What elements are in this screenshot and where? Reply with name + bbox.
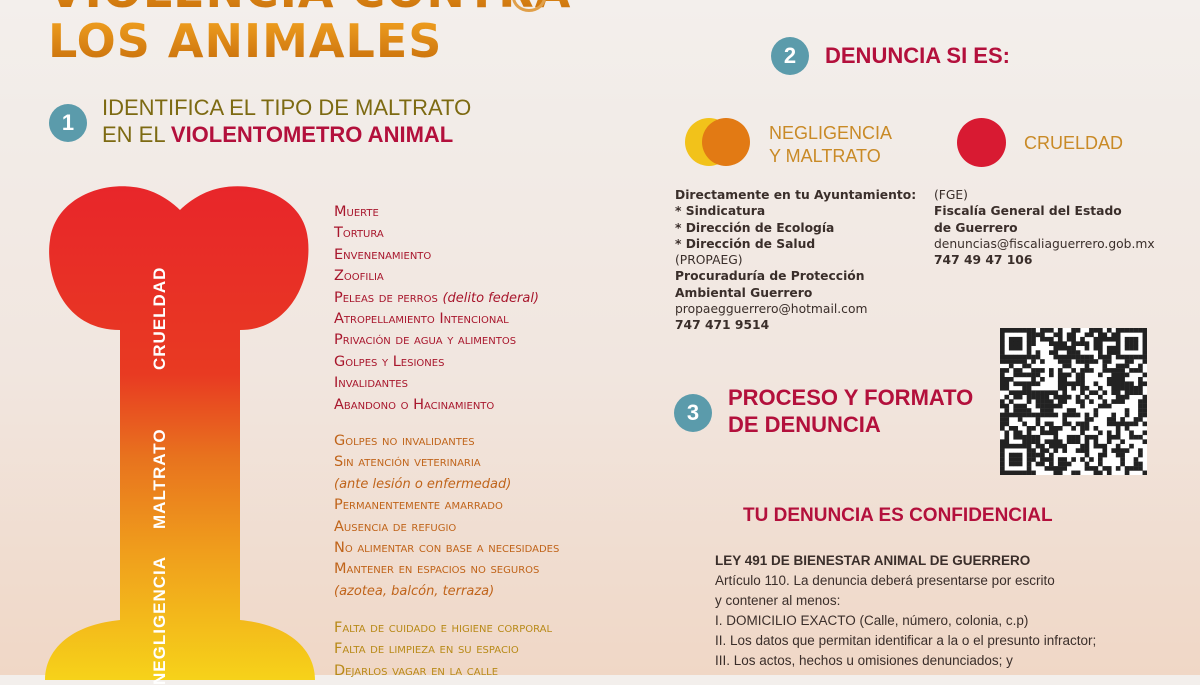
list-item: Permanentemente amarrado (334, 497, 503, 514)
level-label-crueldad: CRUELDAD (150, 266, 169, 370)
list-item: Ausencia de refugio (334, 518, 457, 535)
step-1-heading: IDENTIFICA EL TIPO DE MALTRATO EN EL VIO… (102, 94, 471, 148)
ayuntamiento-contacts: Directamente en tu Ayuntamiento: * Sindi… (675, 188, 917, 333)
list-item: Tortura (334, 225, 384, 242)
list-item: Muerte (334, 204, 379, 220)
level-label-negligencia: NEGLIGENCIA (150, 555, 169, 685)
crueldad-dot-icon (957, 118, 1006, 167)
fiscalia-phone: 747 49 47 106 (934, 253, 1033, 268)
list-item: No alimentar con base a necesidades (334, 540, 560, 557)
step-1-line1: IDENTIFICA EL TIPO DE MALTRATO (102, 95, 472, 120)
level-label-maltrato: MALTRATO (150, 428, 169, 529)
step-1-badge: 1 (49, 104, 87, 142)
negligencia-list: Falta de cuidado e higiene corporal Falt… (334, 618, 552, 682)
list-item: Atropellamiento Intencional (334, 311, 509, 328)
list-item: Sin atención veterinaria (334, 454, 481, 471)
list-item: Invalidantes (334, 375, 408, 392)
list-item: (ante lesión o enfermedad) (334, 476, 512, 492)
propaeg-phone: 747 471 9514 (675, 318, 770, 333)
step-1-line2-bold: VIOLENTOMETRO ANIMAL (170, 122, 454, 147)
law-text: LEY 491 DE BIENESTAR ANIMAL DE GUERRERO … (715, 553, 1097, 668)
list-item: Golpes y Lesiones (334, 353, 445, 370)
list-item: Zoofilia (334, 268, 384, 285)
legend-crueldad: CRUELDAD (1024, 133, 1124, 153)
list-item: Dejarlos vagar en la calle (334, 662, 499, 679)
list-item: Falta de cuidado e higiene corporal (334, 620, 553, 636)
crueldad-list: Muerte Tortura Envenenamiento Zoofilia P… (334, 202, 539, 416)
title-line1: VIOLENCIA CONTRA (48, 0, 571, 14)
confidential-notice: TU DENUNCIA ES CONFIDENCIAL (743, 505, 1053, 526)
list-item: Peleas de perros (delito federal) (334, 289, 540, 306)
list-item: Mantener en espacios no seguros (334, 561, 540, 578)
propaeg-email[interactable]: propaegguerrero@hotmail.com (675, 302, 868, 317)
title-line2: LOS ANIMALES (48, 14, 443, 68)
legend-negligencia-maltrato: NEGLIGENCIA Y MALTRATO (769, 123, 893, 166)
list-item: Privación de agua y alimentos (334, 332, 517, 349)
step-2-badge: 2 (771, 37, 809, 75)
step-2-heading: DENUNCIA SI ES: (825, 43, 1010, 68)
list-item: Envenenamiento (334, 246, 432, 263)
maltrato-dot-icon (702, 118, 750, 166)
violentometro-bone (45, 186, 315, 680)
list-item: (azotea, balcón, terraza) (334, 583, 495, 599)
maltrato-list: Golpes no invalidantes Sin atención vete… (334, 431, 559, 602)
step-3-badge: 3 (674, 394, 712, 432)
fiscalia-email[interactable]: denuncias@fiscaliaguerrero.gob.mx (934, 236, 1155, 251)
list-item: Falta de limpieza en su espacio (334, 641, 519, 658)
list-item: Golpes no invalidantes (334, 433, 475, 449)
fiscalia-contacts: (FGE) Fiscalía General del Estado de Gue… (934, 188, 1155, 268)
qr-code-icon[interactable] (1000, 328, 1147, 475)
step-3-heading: PROCESO Y FORMATO DE DENUNCIA (728, 385, 974, 437)
step-1-line2-prefix: EN EL (102, 122, 171, 147)
list-item: Abandono o Hacinamiento (334, 396, 495, 413)
list-note: (delito federal) (442, 290, 540, 306)
